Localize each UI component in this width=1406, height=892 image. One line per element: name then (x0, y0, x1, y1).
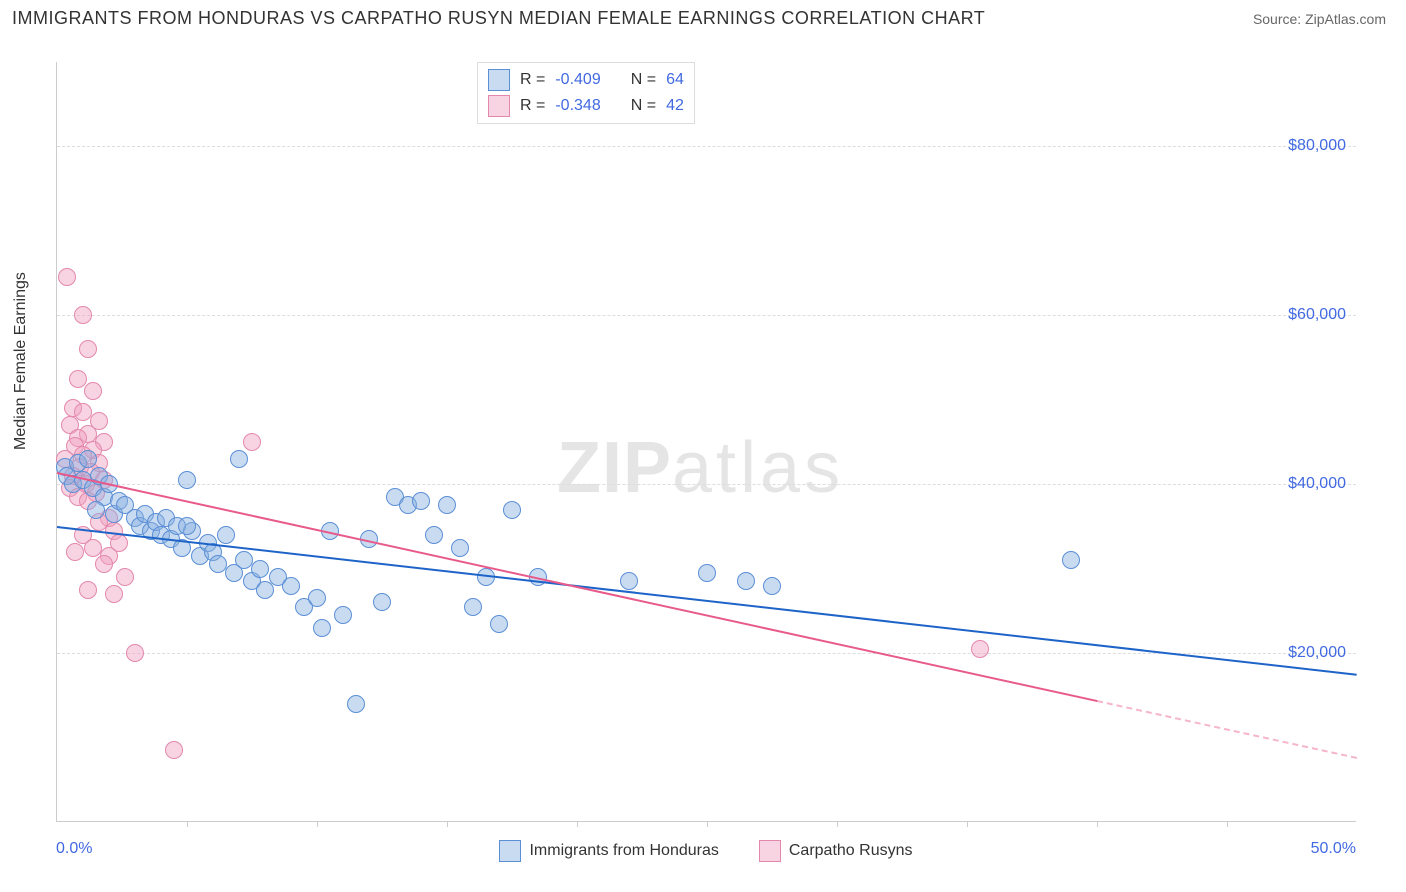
point-honduras (217, 526, 235, 544)
gridline-h (57, 146, 1356, 147)
point-carpatho (126, 644, 144, 662)
point-honduras (737, 572, 755, 590)
x-tick (447, 821, 448, 827)
y-tick-label: $80,000 (1288, 137, 1346, 155)
point-honduras (282, 577, 300, 595)
watermark-light: atlas (672, 428, 844, 508)
swatch-carpatho (488, 95, 510, 117)
scatter-chart: ZIPatlas R = -0.409 N = 64 R = -0.348 N … (56, 62, 1356, 822)
legend: Immigrants from Honduras Carpatho Rusyns (56, 840, 1356, 862)
point-honduras (698, 564, 716, 582)
point-carpatho (66, 543, 84, 561)
point-honduras (425, 526, 443, 544)
stats-row-honduras: R = -0.409 N = 64 (488, 67, 684, 93)
point-honduras (230, 450, 248, 468)
point-honduras (313, 619, 331, 637)
r-label: R = (520, 97, 545, 115)
x-tick (1097, 821, 1098, 827)
point-carpatho (165, 741, 183, 759)
x-tick (317, 821, 318, 827)
n-label: N = (631, 71, 656, 89)
point-honduras (178, 471, 196, 489)
point-carpatho (95, 555, 113, 573)
legend-label-carpatho: Carpatho Rusyns (789, 842, 913, 860)
legend-label-honduras: Immigrants from Honduras (529, 842, 718, 860)
point-honduras (308, 589, 326, 607)
point-honduras (87, 501, 105, 519)
gridline-h (57, 484, 1356, 485)
y-tick-label: $40,000 (1288, 475, 1346, 493)
x-tick (707, 821, 708, 827)
gridline-h (57, 315, 1356, 316)
point-carpatho (116, 568, 134, 586)
legend-item-carpatho: Carpatho Rusyns (759, 840, 913, 862)
legend-item-honduras: Immigrants from Honduras (499, 840, 718, 862)
point-honduras (620, 572, 638, 590)
point-honduras (251, 560, 269, 578)
point-honduras (763, 577, 781, 595)
y-axis-label: Median Female Earnings (12, 272, 30, 450)
n-label: N = (631, 97, 656, 115)
r-value-carpatho: -0.348 (555, 97, 600, 115)
point-carpatho (58, 268, 76, 286)
x-tick (577, 821, 578, 827)
swatch-carpatho (759, 840, 781, 862)
point-honduras (412, 492, 430, 510)
r-label: R = (520, 71, 545, 89)
point-honduras (1062, 551, 1080, 569)
x-tick (837, 821, 838, 827)
y-tick-label: $60,000 (1288, 306, 1346, 324)
point-honduras (438, 496, 456, 514)
point-carpatho (79, 581, 97, 599)
source-label: Source: ZipAtlas.com (1253, 11, 1386, 27)
stats-row-carpatho: R = -0.348 N = 42 (488, 93, 684, 119)
point-carpatho (79, 340, 97, 358)
point-carpatho (971, 640, 989, 658)
point-carpatho (243, 433, 261, 451)
trendline (57, 472, 1097, 702)
point-carpatho (74, 306, 92, 324)
point-carpatho (105, 585, 123, 603)
n-value-carpatho: 42 (666, 97, 684, 115)
point-honduras (464, 598, 482, 616)
chart-title: IMMIGRANTS FROM HONDURAS VS CARPATHO RUS… (12, 8, 985, 29)
x-tick (1227, 821, 1228, 827)
trendline-dash (1097, 700, 1357, 759)
swatch-honduras (499, 840, 521, 862)
point-honduras (503, 501, 521, 519)
point-honduras (373, 593, 391, 611)
y-tick-label: $20,000 (1288, 644, 1346, 662)
stats-legend: R = -0.409 N = 64 R = -0.348 N = 42 (477, 62, 695, 124)
n-value-honduras: 64 (666, 71, 684, 89)
point-carpatho (84, 382, 102, 400)
point-honduras (451, 539, 469, 557)
point-honduras (347, 695, 365, 713)
point-honduras (178, 517, 196, 535)
watermark-bold: ZIP (557, 428, 672, 508)
x-tick (187, 821, 188, 827)
point-carpatho (69, 370, 87, 388)
point-honduras (490, 615, 508, 633)
point-honduras (334, 606, 352, 624)
point-honduras (79, 450, 97, 468)
x-tick (967, 821, 968, 827)
swatch-honduras (488, 69, 510, 91)
r-value-honduras: -0.409 (555, 71, 600, 89)
watermark: ZIPatlas (557, 427, 844, 509)
